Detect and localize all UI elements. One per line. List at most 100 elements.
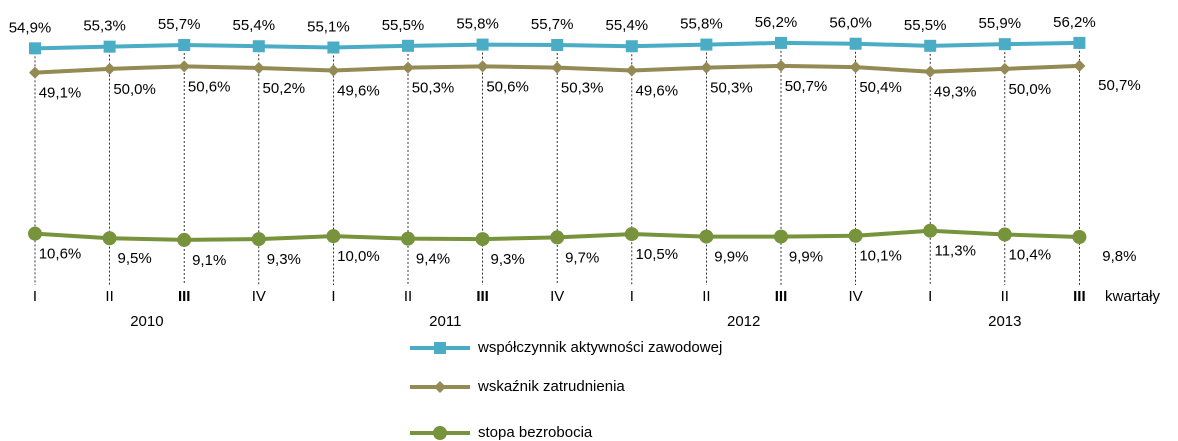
marker: [550, 230, 565, 245]
marker: [1073, 36, 1086, 49]
data-label: 10,1%: [859, 248, 902, 265]
marker: [700, 38, 713, 51]
marker: [924, 65, 937, 78]
data-label: 56,2%: [755, 14, 798, 31]
marker: [401, 231, 415, 246]
data-label: 55,1%: [307, 18, 350, 35]
marker: [103, 40, 116, 53]
marker: [700, 61, 713, 74]
marker: [924, 39, 937, 52]
data-label: 49,6%: [337, 82, 380, 99]
data-label: 50,4%: [859, 79, 902, 96]
marker: [848, 228, 863, 243]
data-label: 50,3%: [412, 80, 455, 97]
x-tick-label: III: [775, 288, 788, 305]
marker: [624, 227, 639, 242]
legend-label: stopa bezrobocia: [478, 424, 593, 441]
marker: [476, 60, 489, 73]
x-tick-label: II: [702, 288, 710, 305]
data-label: 9,5%: [117, 250, 151, 267]
legend-label: współczynnik aktywności zawodowej: [477, 339, 722, 356]
data-label: 50,6%: [188, 78, 231, 95]
year-label: 2013: [988, 313, 1021, 330]
marker: [476, 38, 489, 51]
data-label: 55,3%: [83, 18, 126, 35]
data-label: 55,5%: [382, 17, 425, 34]
data-label: 11,3%: [934, 243, 975, 260]
marker: [28, 226, 42, 241]
marker: [551, 61, 564, 74]
x-tick-label: II: [105, 288, 113, 305]
x-tick-label: III: [476, 288, 489, 305]
marker: [402, 39, 414, 52]
marker: [434, 342, 446, 354]
marker: [1072, 230, 1087, 245]
x-tick-label: II: [404, 288, 412, 305]
marker: [178, 60, 191, 73]
data-label: 49,3%: [934, 84, 977, 101]
data-label: 10,6%: [39, 246, 82, 263]
x-tick-label: I: [33, 288, 37, 305]
x-tick-label: III: [178, 288, 191, 305]
marker: [102, 231, 117, 246]
x-tick-label: I: [928, 288, 932, 305]
marker: [625, 64, 638, 77]
data-label: 56,2%: [1053, 14, 1096, 31]
marker: [402, 61, 414, 74]
marker: [775, 36, 787, 49]
data-label: 50,7%: [1098, 77, 1141, 94]
marker: [849, 37, 862, 50]
x-tick-label: IV: [252, 288, 266, 305]
data-label: 9,3%: [267, 251, 301, 268]
data-label: 9,4%: [416, 251, 450, 268]
marker: [252, 61, 265, 74]
marker: [177, 232, 192, 247]
data-label: 54,9%: [9, 19, 52, 36]
data-label: 9,1%: [192, 252, 226, 269]
data-label: 50,0%: [1009, 81, 1052, 98]
data-label: 56,0%: [829, 15, 872, 32]
year-label: 2010: [130, 313, 163, 330]
marker: [252, 40, 265, 53]
marker: [699, 229, 714, 244]
data-label: 55,4%: [233, 17, 276, 34]
data-label: 55,7%: [158, 16, 201, 33]
marker: [775, 59, 787, 72]
data-label: 9,3%: [490, 251, 524, 268]
marker: [103, 62, 116, 75]
data-label: 49,6%: [636, 82, 679, 99]
marker: [998, 62, 1011, 75]
data-label: 10,0%: [337, 248, 380, 265]
x-tick-label: IV: [849, 288, 863, 305]
data-label: 50,3%: [710, 80, 753, 97]
x-tick-label: III: [1073, 288, 1086, 305]
marker: [923, 223, 938, 238]
x-axis-label: kwartały: [1105, 288, 1161, 305]
data-label: 55,7%: [531, 16, 574, 33]
marker: [997, 227, 1012, 242]
marker: [849, 61, 862, 74]
data-label: 9,7%: [565, 249, 599, 266]
data-label: 55,5%: [904, 17, 947, 34]
x-tick-label: II: [1001, 288, 1009, 305]
data-label: 55,8%: [680, 16, 723, 33]
marker: [475, 232, 490, 247]
marker: [29, 66, 41, 79]
x-tick-label: I: [630, 288, 634, 305]
marker: [327, 64, 340, 77]
data-label: 9,8%: [1102, 248, 1136, 265]
data-label: 50,3%: [561, 80, 604, 97]
data-label: 50,6%: [486, 78, 529, 95]
marker: [625, 40, 638, 53]
data-label: 50,0%: [113, 81, 156, 98]
data-label: 10,5%: [636, 246, 679, 263]
data-label: 9,9%: [789, 249, 823, 266]
legend-label: wskaźnik zatrudnienia: [477, 378, 625, 395]
x-tick-label: I: [331, 288, 335, 305]
marker: [251, 232, 266, 247]
marker: [327, 41, 340, 54]
data-label: 55,9%: [979, 15, 1022, 32]
marker: [433, 426, 447, 440]
marker: [434, 381, 446, 393]
